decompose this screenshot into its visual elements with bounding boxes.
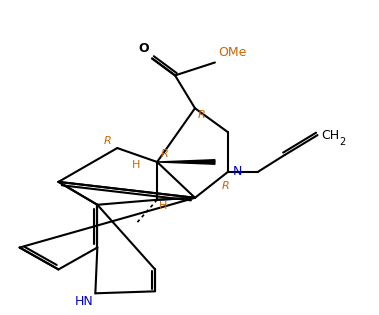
Text: OMe: OMe [218, 46, 246, 60]
Text: HN: HN [75, 295, 94, 308]
Text: N: N [232, 165, 242, 178]
Text: CH: CH [321, 129, 340, 142]
Text: H: H [132, 160, 141, 170]
Text: R: R [222, 181, 230, 192]
Text: O: O [138, 42, 149, 55]
Text: R: R [161, 149, 169, 159]
Polygon shape [157, 160, 215, 164]
Text: 2: 2 [340, 137, 346, 147]
Text: R: R [104, 136, 111, 146]
Text: H: H [159, 201, 168, 210]
Text: R: R [198, 110, 206, 120]
